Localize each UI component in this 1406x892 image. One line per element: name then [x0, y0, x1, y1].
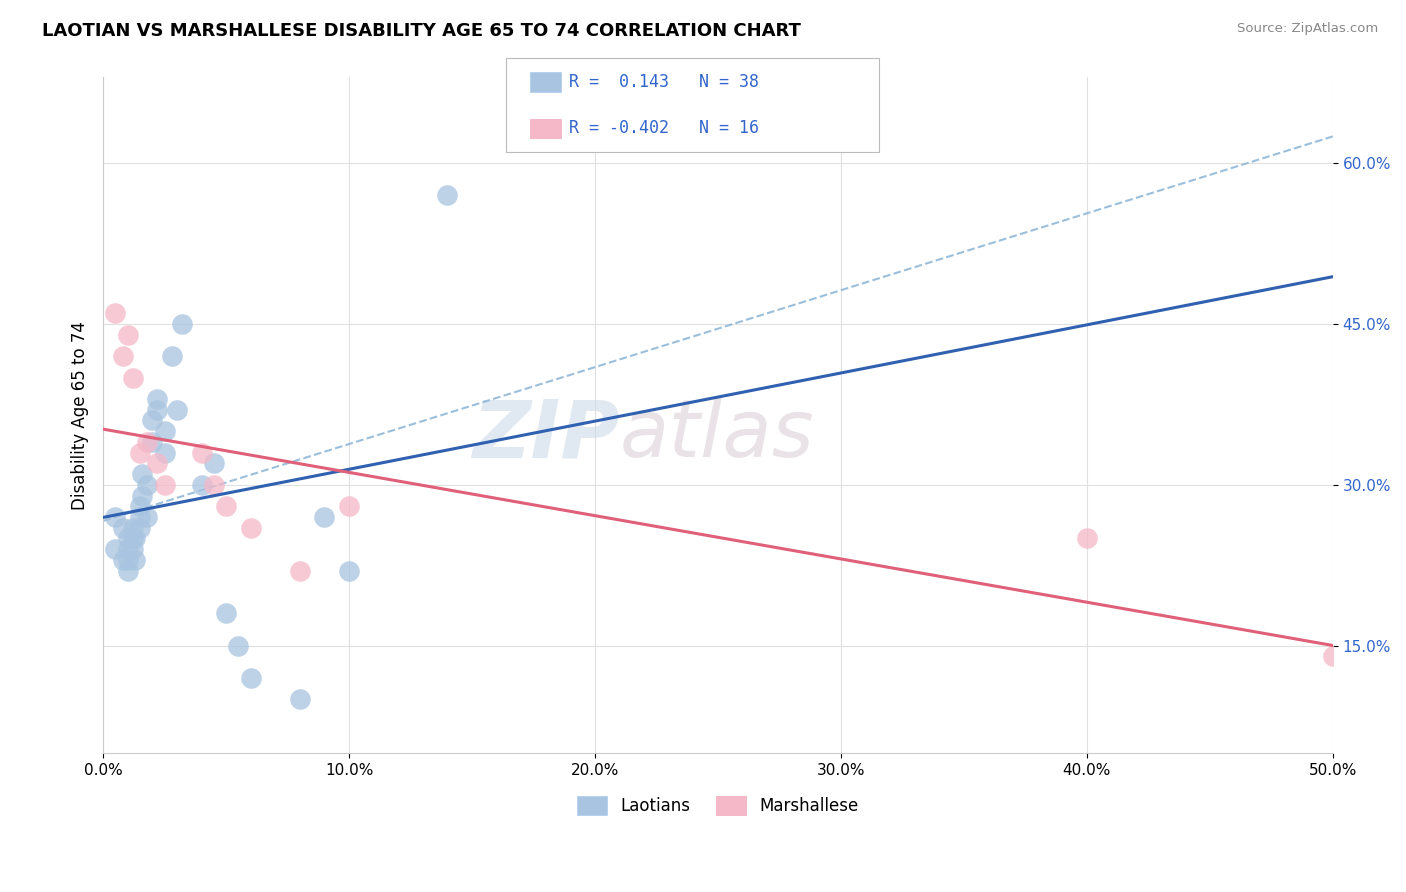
Point [153, 445, 176, 459]
Point [104, 542, 127, 557]
Text: LAOTIAN VS MARSHALLESE DISABILITY AGE 65 TO 74 CORRELATION CHART: LAOTIAN VS MARSHALLESE DISABILITY AGE 65… [42, 22, 801, 40]
Point [170, 317, 193, 331]
Point [202, 456, 225, 470]
Point [314, 510, 336, 524]
Text: R =  0.143   N = 38: R = 0.143 N = 38 [569, 73, 759, 91]
Point [129, 521, 152, 535]
Point [239, 521, 262, 535]
Point [146, 402, 169, 417]
Point [1076, 532, 1098, 546]
Point [190, 445, 212, 459]
Point [215, 607, 238, 621]
Text: Source: ZipAtlas.com: Source: ZipAtlas.com [1237, 22, 1378, 36]
Point [136, 434, 159, 449]
Point [337, 500, 360, 514]
Point [141, 434, 163, 449]
Legend: Laotians, Marshallese: Laotians, Marshallese [571, 789, 865, 822]
Text: atlas: atlas [620, 396, 814, 475]
Point [129, 510, 152, 524]
Point [288, 564, 311, 578]
Point [117, 327, 139, 342]
Point [111, 553, 134, 567]
Point [202, 478, 225, 492]
Point [153, 478, 176, 492]
Point [146, 392, 169, 406]
Point [228, 639, 250, 653]
Point [117, 564, 139, 578]
Point [124, 532, 146, 546]
Point [190, 478, 212, 492]
Point [121, 370, 143, 384]
Point [121, 521, 143, 535]
Point [160, 349, 183, 363]
Point [1322, 649, 1344, 664]
Point [104, 306, 127, 320]
Point [124, 553, 146, 567]
Point [136, 478, 159, 492]
Point [166, 402, 188, 417]
Point [288, 692, 311, 706]
Text: ZIP: ZIP [472, 396, 620, 475]
Text: R = -0.402   N = 16: R = -0.402 N = 16 [569, 120, 759, 137]
Point [146, 456, 169, 470]
Point [111, 521, 134, 535]
Point [436, 188, 458, 202]
Point [131, 467, 153, 481]
Point [117, 542, 139, 557]
Point [136, 510, 159, 524]
Point [131, 489, 153, 503]
Point [337, 564, 360, 578]
Point [121, 542, 143, 557]
Point [117, 553, 139, 567]
Point [153, 424, 176, 438]
Y-axis label: Disability Age 65 to 74: Disability Age 65 to 74 [72, 321, 89, 509]
Point [117, 532, 139, 546]
Point [239, 671, 262, 685]
Point [129, 445, 152, 459]
Point [104, 510, 127, 524]
Point [111, 349, 134, 363]
Point [129, 500, 152, 514]
Point [121, 532, 143, 546]
Point [215, 500, 238, 514]
Point [141, 413, 163, 427]
